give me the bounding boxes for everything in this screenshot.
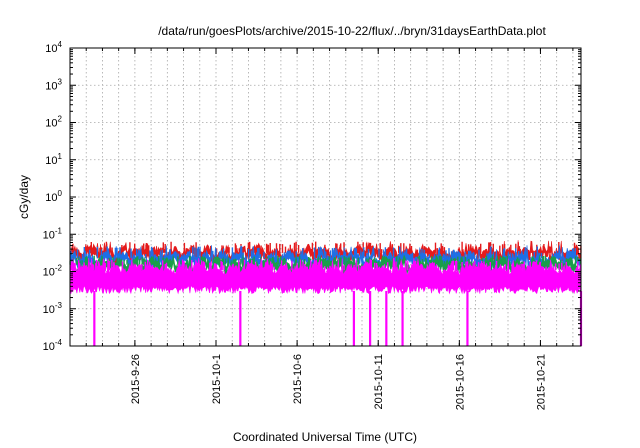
series-layer [69, 240, 583, 346]
y-tick-label: 104 [45, 40, 62, 55]
y-tick-label: 10-2 [43, 264, 63, 279]
series-4-spikes [69, 259, 579, 271]
y-tick-label: 100 [45, 189, 62, 204]
x-axis-label: Coordinated Universal Time (UTC) [233, 430, 417, 444]
x-tick-label: 2015-9-26 [130, 354, 142, 404]
x-axis: 2015-9-26 2015-10-1 2015-10-6 2015-10-11 201… [69, 48, 574, 410]
y-tick-label: 10-4 [43, 338, 63, 353]
y-tick-label: 10-3 [43, 301, 63, 316]
x-tick-label: 2015-10-1 [211, 354, 223, 404]
x-tick-label: 2015-10-16 [454, 354, 466, 410]
x-tick-label: 2015-10-11 [373, 354, 385, 409]
y-axis-label: cGy/day [17, 175, 31, 219]
x-tick-label: 2015-10-6 [292, 354, 304, 404]
y-axis: 10-4 10-3 10-2 10-1 100 101 102 103 104 [43, 40, 581, 353]
y-tick-label: 103 [45, 77, 62, 92]
y-tick-label: 102 [45, 115, 62, 130]
grid-lines [69, 52, 581, 342]
x-tick-label: 2015-10-21 [535, 354, 547, 410]
y-tick-label: 10-1 [43, 226, 63, 241]
y-tick-label: 101 [45, 152, 62, 167]
series-2-spikes [76, 246, 576, 259]
chart-title: /data/run/goesPlots/archive/2015-10-22/f… [158, 24, 546, 38]
